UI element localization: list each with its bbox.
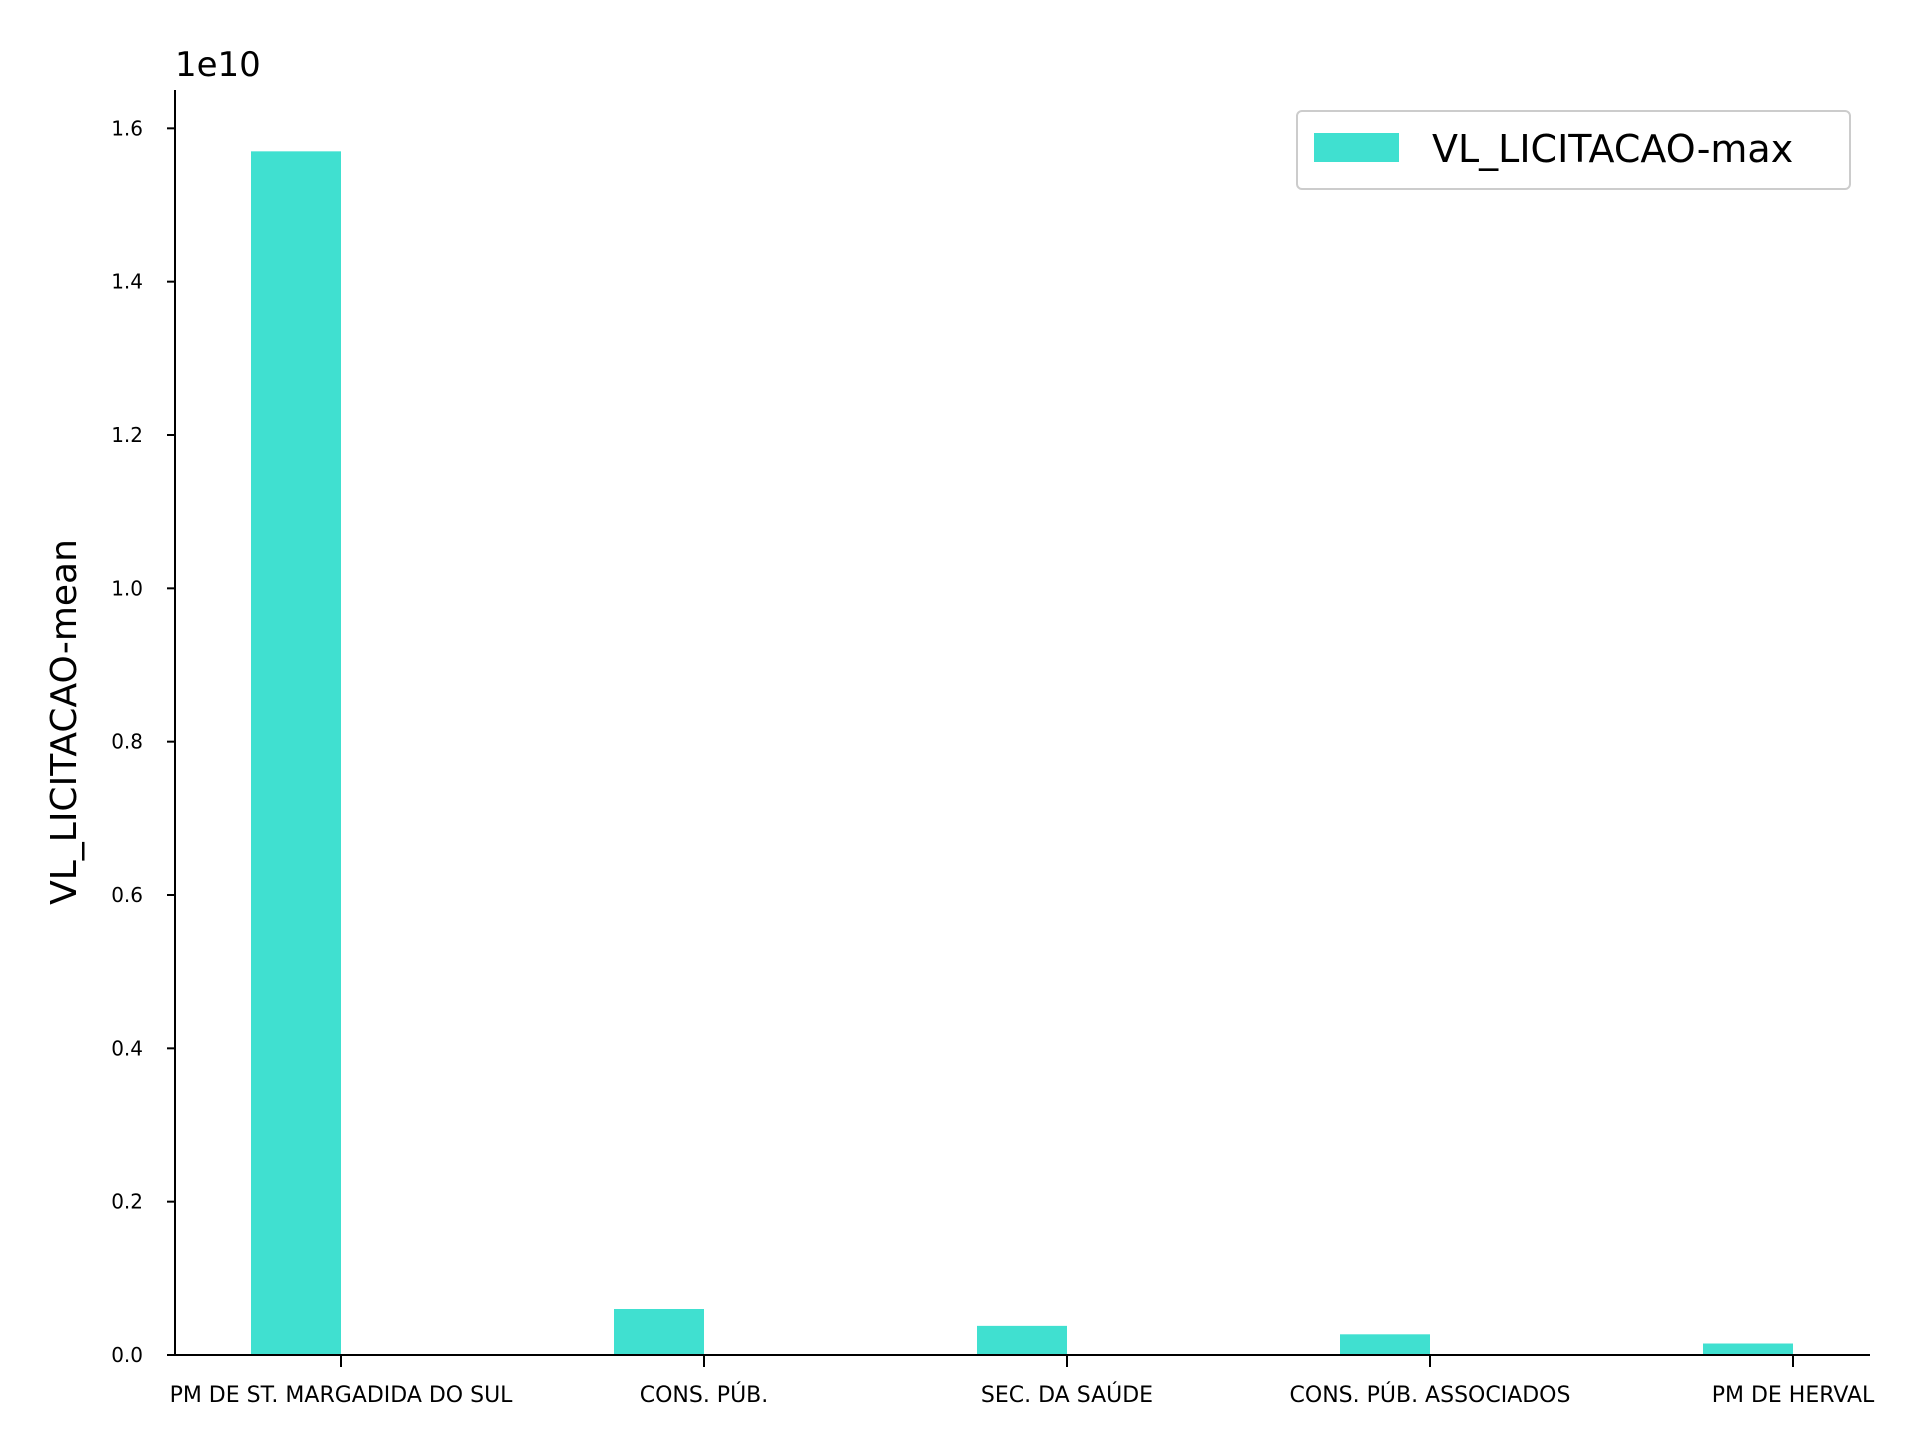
- x-tick-label: PM DE ST. MARGADIDA DO SUL: [170, 1383, 514, 1408]
- y-tick-label: 0.4: [111, 1036, 143, 1060]
- y-tick-label: 0.8: [111, 730, 143, 754]
- x-tick-label: PM DE HERVAL: [1712, 1383, 1875, 1408]
- legend: VL_LICITACAO-max: [1296, 110, 1851, 190]
- x-tick-label: SEC. DA SAÚDE: [981, 1382, 1153, 1408]
- legend-label: VL_LICITACAO-max: [1432, 127, 1793, 171]
- bar-5: [1703, 1343, 1793, 1355]
- x-tick-label: CONS. PÚB.: [640, 1382, 769, 1408]
- bar-4: [1340, 1334, 1430, 1355]
- y-axis-label: VL_LICITACAO-mean: [44, 539, 85, 905]
- y-tick-label: 1.0: [111, 576, 143, 600]
- legend-swatch: [1314, 133, 1399, 162]
- y-tick-label: 0.6: [111, 883, 143, 907]
- bar-1: [251, 151, 341, 1355]
- y-tick-label: 1.4: [111, 270, 143, 294]
- y-ticks-group: 0.0 0.2 0.4 0.6 0.8 1.0 1.2 1.4 1.6: [111, 116, 175, 1367]
- x-ticks-group: PM DE ST. MARGADIDA DO SUL CONS. PÚB. SEC.…: [170, 1355, 1875, 1408]
- y-tick-label: 1.6: [111, 116, 143, 140]
- y-tick-label: 0.2: [111, 1190, 143, 1214]
- legend-box: [1296, 110, 1851, 190]
- bar-2: [614, 1309, 704, 1355]
- x-tick-label: CONS. PÚB. ASSOCIADOS: [1290, 1382, 1571, 1408]
- y-axis-offset-label: 1e10: [175, 45, 261, 85]
- y-tick-label: 0.0: [111, 1343, 143, 1367]
- bars-group: [251, 151, 1793, 1355]
- bar-3: [977, 1325, 1067, 1355]
- y-tick-label: 1.2: [111, 423, 143, 447]
